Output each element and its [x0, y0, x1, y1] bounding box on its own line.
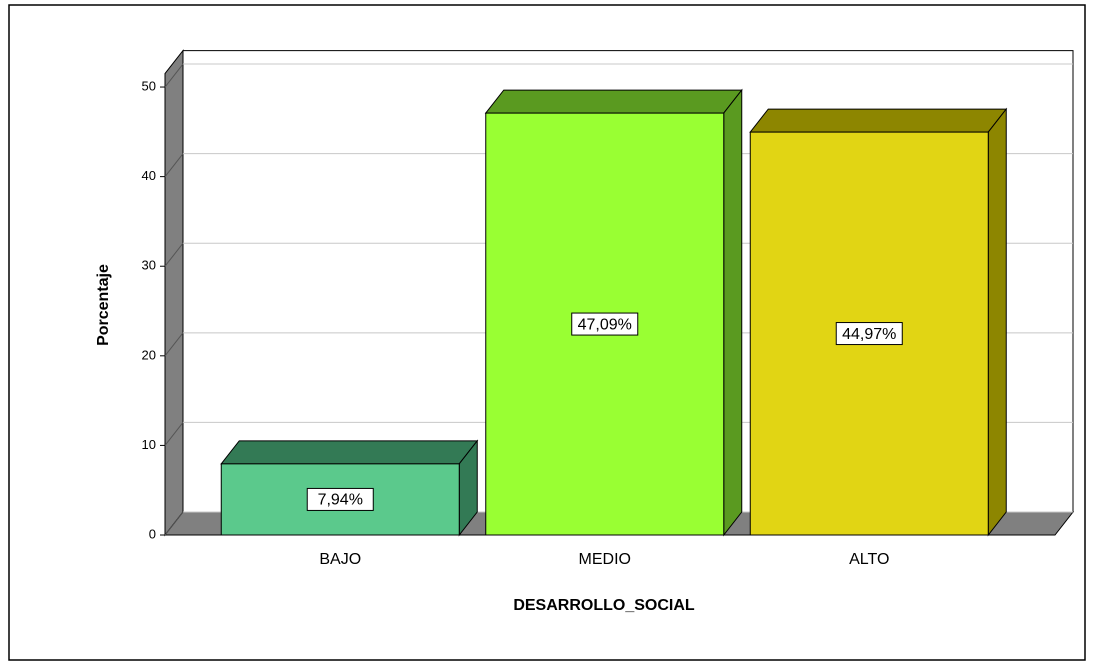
y-tick-label: 10 — [142, 437, 156, 452]
y-tick-label: 0 — [149, 526, 156, 541]
x-axis-label: DESARROLLO_SOCIAL — [513, 597, 695, 614]
x-tick-label: MEDIO — [579, 551, 631, 568]
bar-top — [484, 89, 743, 114]
y-tick-label: 40 — [142, 168, 156, 183]
value-label: 7,94% — [318, 492, 363, 509]
bar-top — [749, 108, 1008, 133]
wall-grid-line — [164, 511, 184, 536]
y-axis-label: Porcentaje — [95, 264, 112, 346]
wall-grid-line — [164, 332, 184, 357]
value-label-box — [306, 487, 374, 511]
x-tick-label: BAJO — [319, 551, 361, 568]
value-label: 47,09% — [578, 316, 632, 333]
value-label-box — [571, 312, 639, 336]
y-tick-label: 50 — [142, 78, 156, 93]
value-label: 44,97% — [842, 326, 896, 343]
bar-top — [220, 440, 479, 465]
y-tick-label: 20 — [142, 347, 156, 362]
bar-side — [723, 88, 743, 537]
wall-grid-line — [164, 153, 184, 177]
value-label-box — [835, 322, 903, 346]
x-tick-label: ALTO — [849, 551, 889, 568]
left-wall — [164, 49, 184, 537]
y-tick-label: 30 — [142, 258, 156, 273]
wall-grid-line — [164, 63, 184, 88]
wall-grid-line — [164, 422, 184, 446]
bar-side — [987, 107, 1007, 537]
wall-grid-line — [164, 242, 184, 267]
